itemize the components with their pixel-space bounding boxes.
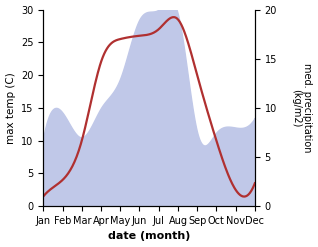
Y-axis label: med. precipitation
(kg/m2): med. precipitation (kg/m2) <box>291 63 313 153</box>
X-axis label: date (month): date (month) <box>108 231 190 242</box>
Y-axis label: max temp (C): max temp (C) <box>5 72 16 144</box>
